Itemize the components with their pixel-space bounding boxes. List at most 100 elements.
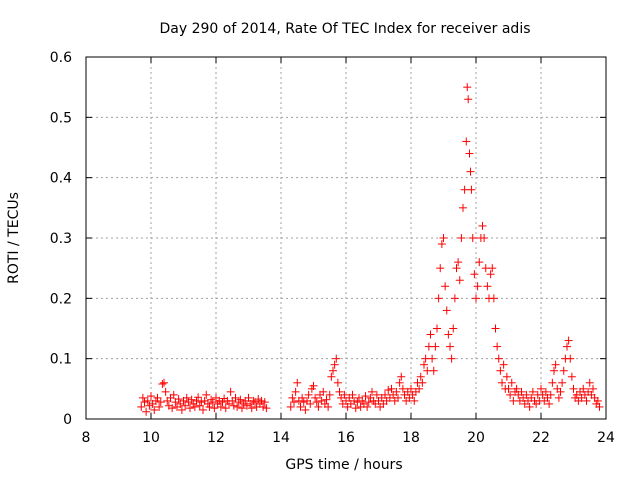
data-point (249, 396, 258, 405)
data-point (364, 398, 373, 407)
data-point (257, 396, 266, 405)
x-tick-label: 14 (272, 430, 290, 446)
y-axis-title: ROTI / TECUs (6, 192, 22, 284)
data-point (299, 398, 308, 407)
data-point (329, 366, 337, 375)
data-point (506, 390, 515, 399)
data-point (459, 203, 467, 212)
x-tick-label: 10 (142, 430, 160, 446)
data-point (429, 366, 438, 375)
data-point (548, 378, 557, 387)
data-point (137, 402, 146, 411)
data-point (298, 393, 307, 402)
data-point (194, 393, 203, 402)
data-point (387, 384, 396, 393)
data-point (426, 330, 435, 339)
data-point (563, 342, 571, 351)
data-point (221, 404, 230, 413)
data-point (205, 402, 214, 411)
data-point (158, 380, 167, 389)
data-point (156, 398, 165, 407)
data-point (233, 402, 242, 411)
data-point (145, 401, 154, 410)
data-point (420, 360, 428, 369)
data-point (464, 95, 473, 104)
data-point (348, 390, 357, 399)
data-point (442, 306, 451, 315)
data-point (340, 390, 349, 399)
data-point (218, 398, 227, 407)
data-point (160, 378, 168, 387)
data-point (450, 294, 459, 303)
data-point (447, 354, 456, 363)
data-point (446, 342, 454, 351)
data-point (226, 387, 235, 396)
data-point (470, 270, 479, 279)
data-point (407, 384, 415, 393)
data-point (174, 395, 183, 404)
data-point (397, 372, 406, 381)
data-point (332, 354, 341, 363)
data-point (311, 393, 320, 402)
data-point (309, 381, 318, 390)
data-point (499, 360, 508, 369)
data-point (496, 366, 505, 375)
data-point (431, 342, 440, 351)
x-tick-label: 20 (467, 430, 485, 446)
data-point (202, 390, 211, 399)
data-point (502, 372, 511, 381)
data-point (314, 402, 323, 411)
data-point (418, 378, 427, 387)
data-point (384, 386, 393, 395)
data-point (143, 396, 152, 405)
data-point (465, 149, 474, 158)
data-point (483, 282, 492, 291)
data-point (472, 294, 480, 303)
data-point (325, 390, 334, 399)
data-point (460, 185, 469, 194)
data-point (585, 378, 594, 387)
data-point (147, 392, 155, 401)
data-point (457, 234, 466, 242)
data-point (545, 399, 554, 408)
data-point (177, 405, 186, 414)
x-tick-label: 22 (532, 430, 550, 446)
data-point (473, 282, 482, 291)
data-point (434, 294, 443, 303)
data-point (262, 404, 271, 413)
data-point (291, 387, 300, 396)
axis-ticks: 8 10 12 14 16 18 20 22 24 0 0.1 0.2 0.3 0.4 0.5 0.6 (50, 50, 615, 446)
data-point (186, 404, 194, 413)
data-point (433, 324, 441, 333)
data-point (333, 378, 342, 387)
data-point (467, 185, 476, 194)
x-tick-label: 16 (337, 430, 355, 446)
data-point (247, 404, 256, 413)
data-point (439, 234, 448, 242)
data-point (363, 402, 372, 411)
data-point (330, 360, 339, 369)
data-point (312, 398, 321, 407)
data-point (392, 387, 401, 396)
data-point (537, 384, 545, 393)
data-point (491, 324, 500, 333)
data-point (569, 384, 578, 393)
data-point (210, 404, 219, 413)
data-point (525, 402, 534, 411)
data-point (556, 387, 565, 396)
y-tick-label: 0.1 (50, 352, 72, 368)
data-point (304, 390, 313, 399)
data-point (140, 398, 149, 407)
data-point (480, 234, 489, 242)
data-point (216, 402, 225, 411)
data-point (478, 221, 487, 230)
data-point (142, 407, 151, 416)
data-point (486, 270, 495, 279)
data-point (372, 390, 381, 399)
data-point (350, 396, 359, 405)
y-tick-label: 0.4 (50, 171, 72, 187)
y-tick-label: 0.3 (50, 231, 72, 247)
data-point (368, 387, 376, 396)
grid-layer (86, 57, 606, 419)
